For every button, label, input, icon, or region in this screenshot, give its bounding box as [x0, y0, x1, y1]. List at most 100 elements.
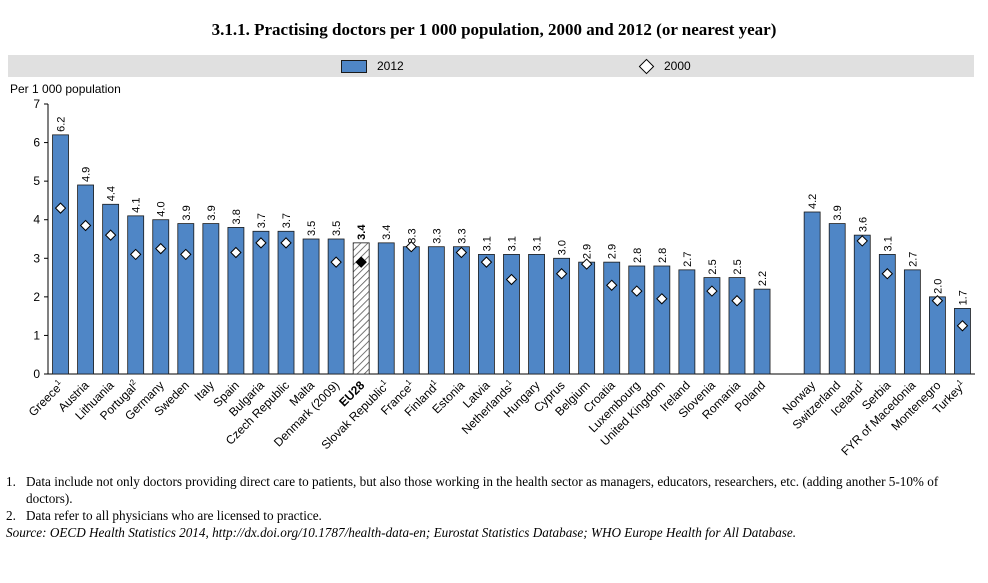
marker-2000	[280, 237, 292, 249]
marker-2000	[480, 256, 493, 268]
value-label: 2.5	[707, 259, 719, 274]
bar-croatia	[603, 261, 621, 375]
legend-label-2012: 2012	[377, 59, 404, 73]
marker-2000	[155, 242, 167, 255]
footnote-1-text: Data include not only doctors providing …	[26, 474, 939, 506]
value-label: 2.2	[757, 271, 769, 286]
footnote-marker: 1	[855, 377, 865, 387]
marker-2000	[580, 258, 593, 270]
legend-diamond-icon	[638, 58, 655, 74]
bar-italy	[202, 223, 220, 375]
y-axis-label: Per 1 000 population	[10, 82, 121, 96]
value-label: 3.3	[406, 228, 418, 243]
marker-2000	[230, 246, 242, 259]
legend-item-2000: 2000	[637, 55, 691, 77]
marker-2000	[856, 235, 868, 247]
footnote-marker: 1	[429, 377, 439, 387]
value-label: 3.9	[206, 205, 218, 220]
value-label: 3.9	[181, 205, 193, 220]
bar-romania	[728, 277, 746, 375]
value-label: 1.7	[957, 290, 969, 305]
bar-norway	[803, 211, 821, 375]
bar-czech-republic	[277, 230, 295, 375]
marker-2000	[255, 237, 267, 249]
marker-2000	[129, 248, 142, 261]
marker-2000	[104, 229, 117, 241]
bar-denmark-2009-	[327, 238, 345, 375]
value-label: 3.7	[256, 213, 268, 228]
marker-2000	[330, 256, 342, 268]
bar-lithuania	[102, 203, 120, 375]
value-label: 3.5	[306, 221, 318, 236]
footnote-2: 2. Data refer to all physicians who are …	[6, 507, 986, 524]
bar-montenegro	[929, 296, 946, 375]
marker-2000	[555, 268, 568, 280]
bar-malta	[302, 238, 320, 375]
value-label: 3.4	[356, 224, 368, 240]
value-label: 3.9	[832, 205, 844, 220]
marker-2000	[606, 279, 618, 291]
value-label: 2.0	[932, 279, 944, 294]
value-label: 3.5	[331, 221, 343, 236]
value-label: 4.0	[156, 201, 168, 216]
value-label: 3.6	[857, 217, 869, 232]
bar-france	[402, 246, 420, 375]
bar-luxembourg	[628, 265, 646, 375]
marker-2000	[931, 295, 944, 307]
value-label: 3.7	[281, 213, 293, 228]
value-label: 4.1	[131, 198, 143, 213]
bar-serbia	[878, 254, 896, 375]
bar-eu28	[352, 242, 370, 375]
bar-portugal	[127, 215, 145, 375]
marker-2000	[881, 268, 894, 280]
value-label: 4.2	[807, 194, 819, 209]
bar-switzerland	[828, 223, 846, 375]
y-tick-label: 0	[33, 367, 40, 381]
value-label: 2.9	[582, 244, 594, 259]
legend-label-2000: 2000	[664, 59, 691, 73]
footnote-marker: 1	[504, 377, 514, 387]
marker-2000	[180, 248, 192, 261]
bar-slovak-republic	[377, 242, 395, 375]
bar-estonia	[452, 246, 470, 375]
bar-greece	[52, 134, 69, 375]
footnote-marker: 1	[53, 377, 63, 387]
value-label: 4.4	[106, 186, 118, 201]
y-tick-label: 7	[33, 97, 40, 111]
y-tick-label: 2	[33, 290, 40, 304]
value-label: 3.0	[557, 240, 569, 255]
marker-2000	[631, 285, 643, 297]
y-tick-label: 4	[33, 213, 40, 227]
value-label: 2.9	[607, 244, 619, 259]
footnote-marker: 1	[404, 377, 414, 387]
marker-2000	[54, 202, 67, 214]
footnote-1-number: 1.	[6, 474, 16, 489]
bar-cyprus	[553, 257, 571, 375]
bar-fyr-of-macedonia	[903, 269, 921, 375]
legend-item-2012: 2012	[341, 55, 404, 77]
bar-sweden	[177, 223, 195, 375]
legend-swatch-bar-icon	[341, 59, 367, 73]
footnote-marker: 1	[379, 377, 389, 387]
bar-united-kingdom	[653, 265, 671, 375]
bar-chart: Per 1 000 population012345676.2Greece14.…	[10, 82, 975, 458]
value-label: 6.2	[56, 117, 68, 132]
bar-germany	[152, 219, 170, 375]
footnote-2-text: Data refer to all physicians who are lic…	[26, 508, 322, 523]
value-label: 3.1	[532, 236, 544, 251]
y-tick-label: 6	[33, 136, 40, 150]
y-tick-label: 1	[33, 328, 40, 342]
marker-2000	[79, 219, 92, 232]
value-label: 3.3	[456, 228, 468, 243]
value-label: 3.1	[882, 236, 894, 251]
chart-title: 3.1.1. Practising doctors per 1 000 popu…	[211, 20, 777, 39]
marker-2000	[706, 285, 718, 297]
bar-finland	[427, 246, 445, 375]
value-label: 2.5	[732, 259, 744, 274]
marker-2000	[355, 256, 367, 268]
footnote-1: 1. Data include not only doctors providi…	[6, 473, 986, 507]
marker-2000	[455, 246, 468, 259]
value-label: 2.7	[682, 252, 694, 267]
value-label: 3.4	[381, 225, 393, 240]
bar-spain	[227, 227, 245, 375]
